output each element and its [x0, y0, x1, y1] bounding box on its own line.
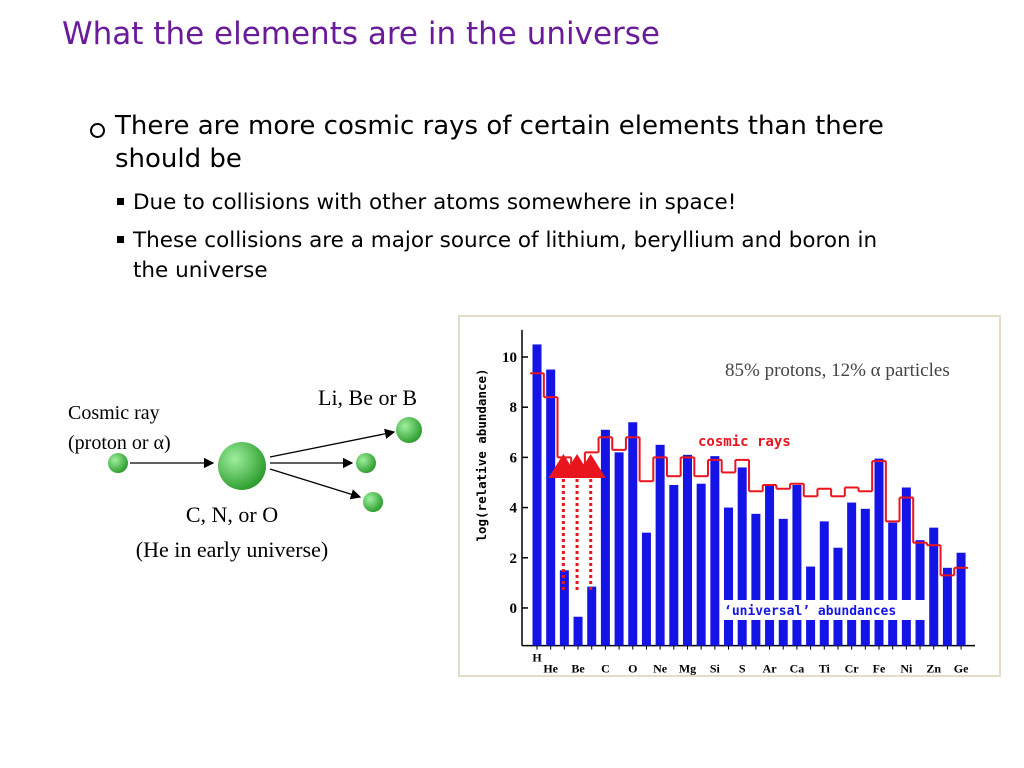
y-axis-label: log(relative abundance) — [474, 368, 489, 541]
bar — [819, 521, 829, 646]
bar — [573, 616, 583, 646]
bar — [710, 456, 720, 646]
bar — [587, 586, 597, 646]
x-tick-label: Ar — [763, 662, 778, 676]
bar — [915, 540, 925, 646]
bar — [901, 487, 911, 646]
y-tick-label: 4 — [510, 501, 518, 517]
bullet-marker — [117, 236, 124, 243]
x-tick-label: Fe — [873, 662, 886, 676]
bar — [600, 429, 610, 646]
arrow — [269, 468, 362, 500]
bar — [929, 527, 939, 646]
x-tick-label: Zn — [926, 662, 941, 676]
x-tick-label: Be — [571, 662, 585, 676]
legend-label: ‘universal’ abundances — [724, 604, 896, 619]
bar — [942, 567, 952, 646]
particle — [108, 453, 128, 473]
target-label: C, N, or O — [186, 502, 278, 527]
bar — [655, 444, 665, 646]
x-tick-label: C — [601, 662, 610, 676]
y-tick-label: 8 — [510, 400, 518, 416]
sub-bullet: These collisions are a major source of l… — [133, 228, 878, 283]
bullet-marker — [90, 123, 105, 138]
bar — [682, 454, 692, 646]
bar — [860, 508, 870, 646]
x-tick-label: Ne — [653, 662, 668, 676]
particle — [396, 417, 422, 443]
bar — [669, 484, 679, 646]
bar — [546, 369, 556, 646]
bar — [559, 570, 569, 646]
x-tick-label: Si — [710, 662, 721, 676]
bullet-marker — [117, 198, 124, 205]
chart: 0 2 4 6 8 10 log(relative abundance) HHe Be C O Ne M… — [458, 315, 1001, 677]
bar — [792, 484, 802, 646]
bar — [532, 344, 542, 646]
bullet: There are more cosmic rays of certain el… — [115, 111, 884, 174]
particle — [363, 492, 383, 512]
x-tick-label: Ge — [954, 662, 969, 676]
bar — [874, 458, 884, 646]
particle — [356, 453, 376, 473]
bar — [956, 552, 966, 646]
diagram: Li, Be or B C, N, or O (He in early univ… — [108, 385, 422, 562]
y-tick-label: 2 — [510, 551, 518, 567]
y-tick-label: 0 — [510, 601, 518, 617]
slide-title: What the elements are in the universe — [62, 16, 660, 52]
x-tick-label: O — [628, 662, 637, 676]
x-tick-label: S — [739, 662, 746, 676]
x-tick-label: H — [532, 651, 542, 665]
x-tick-label: He — [543, 662, 558, 676]
y-tick-label: 10 — [502, 350, 517, 366]
bar — [737, 467, 747, 646]
bar — [888, 522, 898, 646]
bar — [696, 483, 706, 646]
x-tick-label: Ti — [819, 662, 831, 676]
nucleus — [218, 442, 266, 490]
bar — [765, 484, 775, 646]
bar — [847, 502, 857, 646]
bar — [751, 513, 761, 646]
sub-bullet: Due to collisions with other atoms somew… — [133, 190, 737, 215]
bar — [641, 532, 651, 646]
y-tick-label: 6 — [510, 450, 518, 466]
projectile-label: Cosmic ray (proton or α) — [68, 402, 171, 454]
x-tick-label: Ca — [790, 662, 805, 676]
bar — [614, 452, 624, 646]
x-tick-label: Mg — [679, 662, 696, 676]
annotation: 85% protons, 12% α particles — [725, 360, 950, 381]
x-tick-label: Cr — [845, 662, 860, 676]
bar — [778, 518, 788, 646]
products-label: Li, Be or B — [318, 385, 417, 410]
bar — [833, 547, 843, 646]
x-tick-label: Ni — [900, 662, 913, 676]
arrow — [269, 428, 396, 458]
bar — [628, 422, 638, 646]
target-note: (He in early universe) — [136, 537, 328, 562]
legend-box — [721, 600, 929, 620]
legend-label: cosmic rays — [698, 434, 791, 450]
bar — [724, 507, 734, 646]
